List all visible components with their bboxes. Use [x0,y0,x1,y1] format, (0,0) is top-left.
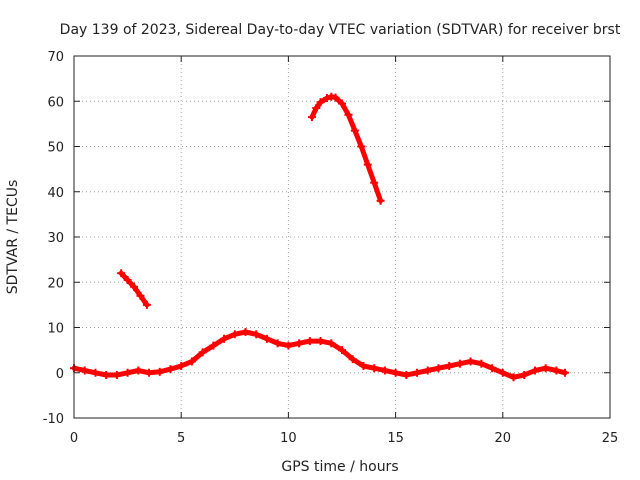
data-point [284,341,293,350]
data-point [312,104,321,113]
data-point [177,361,186,370]
data-point [370,178,379,187]
data-point [295,339,304,348]
data-point [391,368,400,377]
y-tick-label: 40 [47,186,64,201]
y-tick-label: 0 [56,367,64,382]
data-point [376,196,385,205]
data-point [142,300,151,309]
data-series [70,92,569,382]
data-point [220,334,229,343]
x-axis-label: GPS time / hours [281,459,398,475]
data-point [123,368,132,377]
data-point [498,368,507,377]
data-point [305,337,314,346]
x-tick-label: 5 [177,431,185,446]
data-point [145,368,154,377]
chart-title: Day 139 of 2023, Sidereal Day-to-day VTE… [60,22,621,38]
data-point [455,359,464,368]
data-point [209,341,218,350]
x-tick-label: 20 [495,431,512,446]
data-point [327,339,336,348]
data-point [112,371,121,380]
data-point [80,366,89,375]
data-point [338,346,346,355]
data-point [509,373,518,382]
data-point [423,366,432,375]
data-point [357,142,366,151]
data-point [363,160,372,169]
y-tick-label: -10 [43,412,64,427]
y-tick-label: 70 [47,50,64,65]
data-point [130,282,139,291]
data-point [252,330,261,339]
data-point [134,366,143,375]
data-point [413,368,422,377]
series-line-segment-peak [309,94,384,204]
data-point [445,361,454,370]
data-point [241,328,250,337]
y-tick-label: 30 [47,231,64,246]
axis-ticks: 0 5 10 15 20 25 -10 0 10 20 30 40 50 60 70 [43,50,619,446]
y-tick-label: 60 [47,95,64,110]
data-point [350,126,359,135]
x-tick-label: 0 [70,431,78,446]
data-point [187,357,196,366]
data-point [123,275,132,284]
data-point [477,359,486,368]
x-tick-label: 10 [280,431,297,446]
data-point [520,371,529,380]
data-point [136,291,145,300]
data-point [155,367,164,376]
x-tick-label: 15 [387,431,404,446]
data-point [322,94,331,103]
data-point [434,364,443,373]
data-point [331,93,340,102]
data-point [344,110,353,119]
data-point [307,113,316,122]
data-point [541,364,550,373]
data-point [117,269,126,278]
data-point [552,366,561,375]
data-point [262,334,271,343]
grid-lines [74,56,610,418]
data-point [230,330,239,339]
data-point [273,339,282,348]
data-point [488,364,497,373]
data-point [91,368,100,377]
data-point [102,371,111,380]
data-point [348,355,357,364]
data-point [198,348,207,357]
data-point [530,366,539,375]
data-point [316,337,325,346]
data-point [560,368,569,377]
y-tick-label: 10 [47,322,64,337]
data-point [380,366,389,375]
y-axis-label: SDTVAR / TECUs [5,180,21,295]
y-tick-label: 50 [47,141,64,156]
data-point [338,99,346,108]
data-point [402,371,411,380]
data-point [466,357,475,366]
x-tick-label: 25 [602,431,619,446]
data-point [370,364,379,373]
y-tick-label: 20 [47,276,64,291]
data-point [166,365,175,374]
data-point [359,361,368,370]
data-point [316,98,325,107]
